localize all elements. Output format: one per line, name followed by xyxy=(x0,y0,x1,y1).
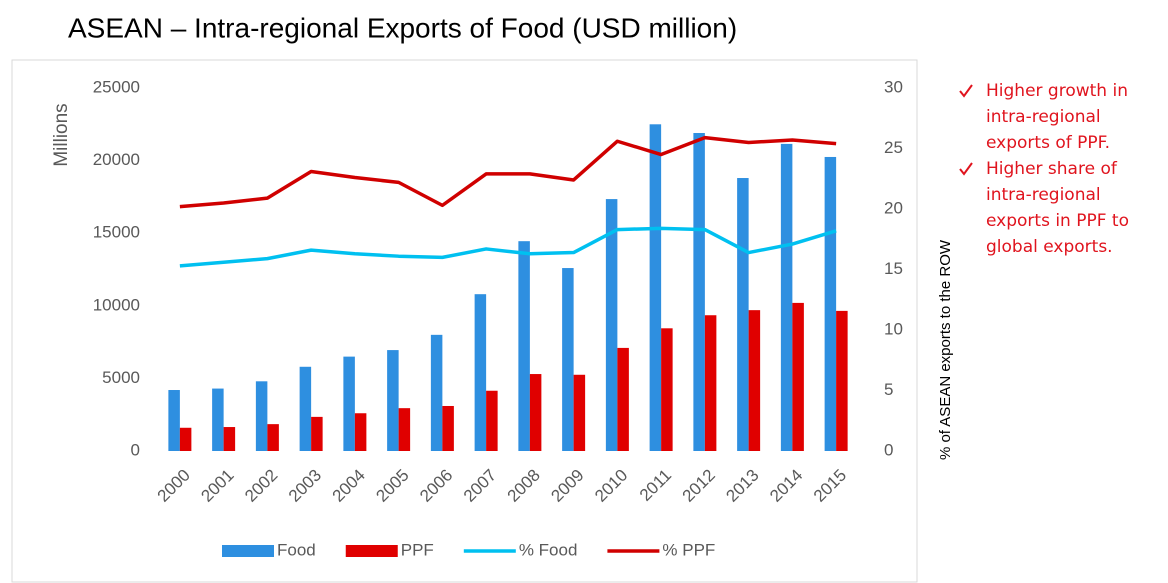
x-tick-label: 2012 xyxy=(679,466,719,506)
bar xyxy=(486,390,498,451)
bar xyxy=(780,143,793,452)
y2-tick-label: 15 xyxy=(884,259,903,278)
bar xyxy=(474,294,487,451)
bar xyxy=(824,156,837,451)
bar xyxy=(573,374,586,451)
y2-tick-label: 30 xyxy=(884,77,903,96)
x-tick-label: 2002 xyxy=(241,466,281,506)
x-tick-label: 2004 xyxy=(329,466,369,506)
bar xyxy=(693,133,705,451)
legend-swatch xyxy=(345,545,398,557)
bar xyxy=(792,302,804,451)
bar xyxy=(529,374,542,451)
chart-title: ASEAN – Intra-regional Exports of Food (… xyxy=(68,12,737,43)
bar xyxy=(311,416,323,451)
bar xyxy=(343,356,355,451)
annotation-text: Higher share of intra-regional exports i… xyxy=(986,159,1129,257)
x-tick-label: 2001 xyxy=(197,466,237,506)
y-axis-label: Millions xyxy=(51,103,72,166)
bar xyxy=(442,405,454,451)
y-tick-label: 0 xyxy=(131,440,140,459)
annotation-text: Higher growth in intra-regional exports … xyxy=(986,81,1128,153)
bar xyxy=(661,328,673,451)
x-tick-label: 2013 xyxy=(722,466,762,506)
bar xyxy=(354,413,367,451)
bar xyxy=(223,427,236,451)
x-tick-label: 2015 xyxy=(810,466,850,506)
line xyxy=(179,226,837,268)
bar xyxy=(748,310,761,451)
y2-tick-label: 0 xyxy=(884,440,893,459)
annotation: Higher growth in intra-regional exports … xyxy=(958,78,1158,156)
annotations: Higher growth in intra-regional exports … xyxy=(958,78,1158,260)
legend-swatch xyxy=(222,545,274,557)
legend-label: % Food xyxy=(519,540,578,559)
y2-tick-label: 20 xyxy=(884,198,903,217)
y-tick-label: 20000 xyxy=(93,150,140,169)
annotation: Higher share of intra-regional exports i… xyxy=(958,156,1158,260)
bar xyxy=(737,178,749,452)
bar xyxy=(704,315,717,451)
line xyxy=(179,135,837,209)
x-tick-label: 2008 xyxy=(504,466,544,506)
bar xyxy=(212,388,224,451)
y-tick-label: 25000 xyxy=(93,77,140,96)
bar xyxy=(562,268,574,451)
bar xyxy=(518,241,530,451)
y-tick-label: 10000 xyxy=(93,295,140,314)
legend-label: Food xyxy=(277,540,316,559)
x-tick-label: 2006 xyxy=(416,466,456,506)
bar xyxy=(398,408,411,451)
x-tick-label: 2010 xyxy=(591,466,631,506)
y-tick-label: 15000 xyxy=(93,223,140,242)
bar xyxy=(168,390,180,451)
chart-frame xyxy=(11,59,918,583)
y2-tick-label: 5 xyxy=(884,380,893,399)
x-tick-label: 2003 xyxy=(285,466,325,506)
legend-label: % PPF xyxy=(662,540,715,559)
bar xyxy=(299,366,312,451)
y2-tick-label: 10 xyxy=(884,319,903,338)
y2-axis-label: % of ASEAN exports to the ROW xyxy=(937,239,954,460)
bar xyxy=(649,124,662,452)
x-tick-label: 2007 xyxy=(460,466,500,506)
x-tick-label: 2000 xyxy=(154,466,194,506)
x-tick-label: 2011 xyxy=(636,466,675,505)
bar xyxy=(836,310,848,451)
y-tick-label: 5000 xyxy=(102,368,140,387)
bar xyxy=(605,199,618,451)
y2-tick-label: 25 xyxy=(884,138,903,157)
bar xyxy=(255,381,268,451)
bar xyxy=(267,424,279,451)
x-tick-label: 2014 xyxy=(766,466,806,506)
x-tick-label: 2005 xyxy=(372,466,412,506)
bar xyxy=(430,334,443,451)
bar xyxy=(179,427,192,451)
x-tick-label: 2009 xyxy=(547,466,587,506)
check-icon xyxy=(959,84,973,98)
legend-label: PPF xyxy=(401,540,434,559)
bar xyxy=(617,347,629,451)
check-icon xyxy=(959,162,973,176)
bar xyxy=(387,350,399,451)
